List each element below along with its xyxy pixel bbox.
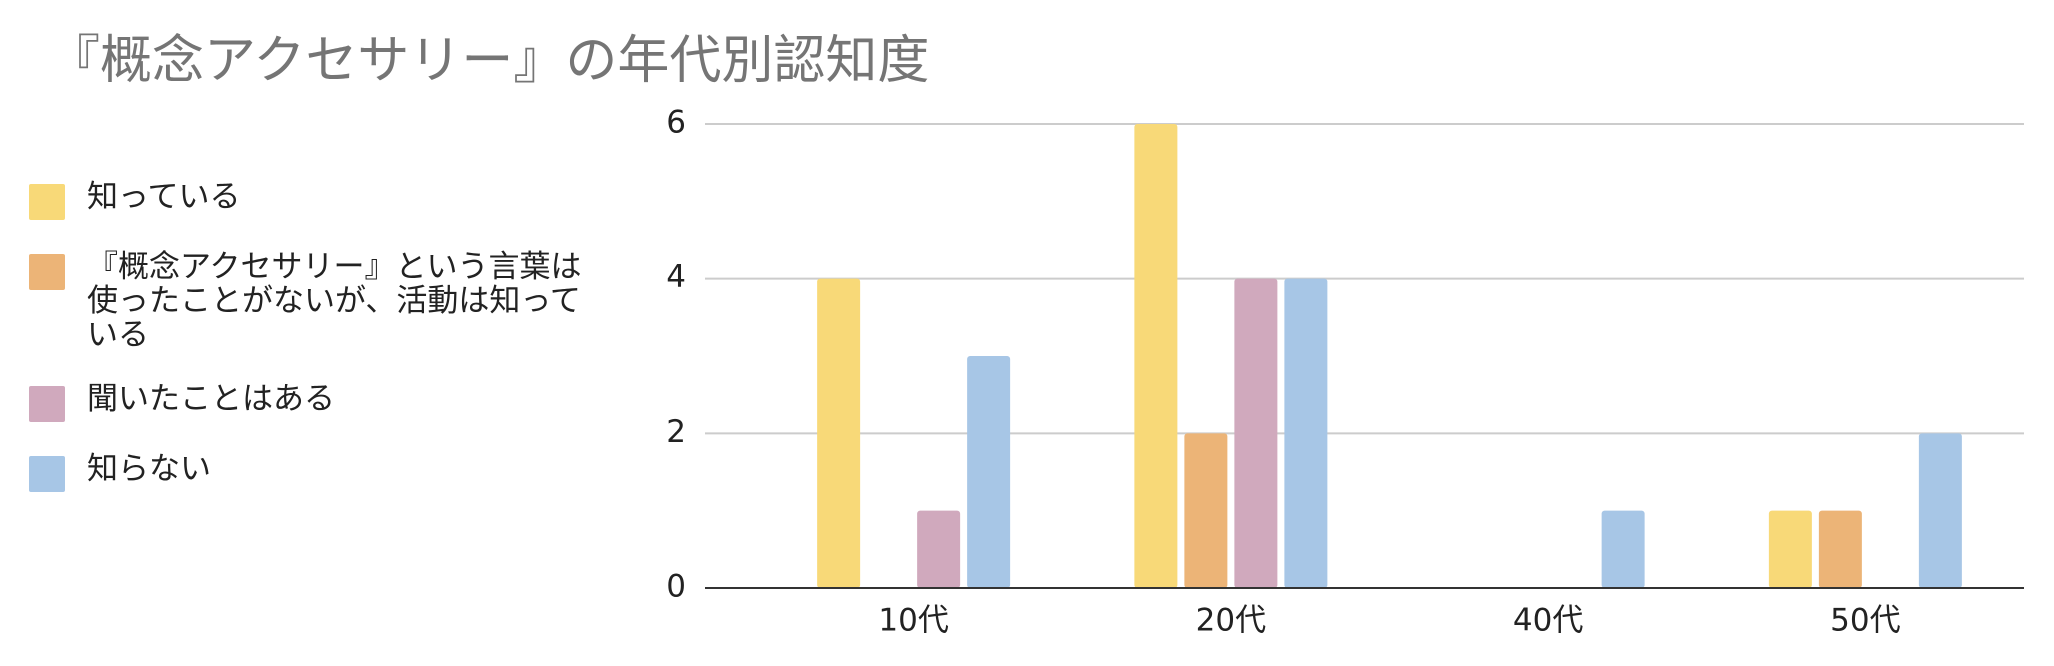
legend-swatch <box>29 386 65 422</box>
bar <box>1768 510 1812 588</box>
legend-label: 知らない <box>87 451 211 487</box>
legend-label: 聞いたことはある <box>87 381 335 417</box>
legend-label: 知っている <box>87 179 241 215</box>
legend-swatch <box>29 184 65 220</box>
bar <box>817 278 861 588</box>
bar <box>1134 124 1178 588</box>
y-tick-label: 2 <box>666 414 686 450</box>
legend-item: 知らない <box>29 452 599 492</box>
bar <box>1184 433 1228 588</box>
y-tick-label: 0 <box>666 569 686 605</box>
legend-item: 『概念アクセサリー』という言葉は 使ったことがないが、活動は知っている <box>29 250 599 352</box>
x-tick-label: 20代 <box>1196 603 1266 639</box>
bar <box>967 356 1011 588</box>
legend-swatch <box>29 254 65 290</box>
y-tick-label: 6 <box>666 105 686 141</box>
bar <box>1918 433 1962 588</box>
y-tick-label: 4 <box>666 259 686 295</box>
bar <box>1284 278 1328 588</box>
legend: 知っている『概念アクセサリー』という言葉は 使ったことがないが、活動は知っている… <box>29 180 599 522</box>
x-tick-label: 40代 <box>1513 603 1583 639</box>
x-tick-label: 10代 <box>878 603 948 639</box>
chart-title: 『概念アクセサリー』の年代別認知度 <box>48 31 930 91</box>
x-tick-label: 50代 <box>1830 603 1900 639</box>
bar <box>917 510 961 588</box>
legend-swatch <box>29 456 65 492</box>
bar <box>1818 510 1862 588</box>
bar <box>1601 510 1645 588</box>
legend-item: 聞いたことはある <box>29 382 599 422</box>
bar <box>1234 278 1278 588</box>
legend-item: 知っている <box>29 180 599 220</box>
legend-label: 『概念アクセサリー』という言葉は 使ったことがないが、活動は知っている <box>87 249 582 353</box>
